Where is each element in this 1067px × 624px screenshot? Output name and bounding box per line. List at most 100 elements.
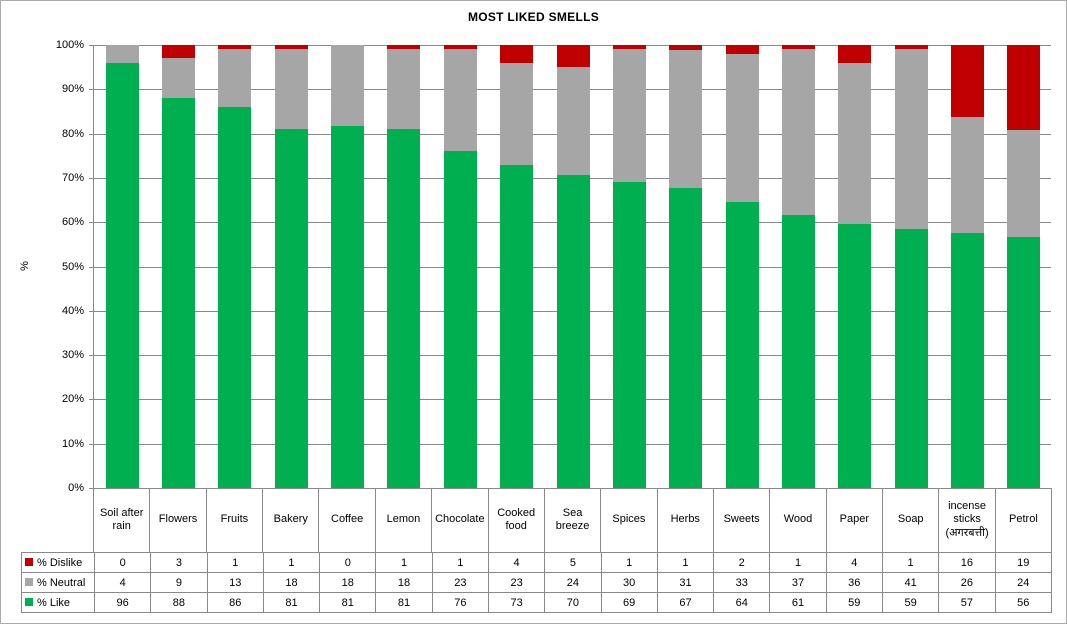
table-value-cell: 1	[206, 552, 264, 573]
bar-segment-dislike	[950, 45, 984, 117]
bar-bakery	[274, 45, 308, 488]
bar-segment-neutral	[331, 45, 365, 126]
table-value-cell: 1	[600, 552, 658, 573]
bar-sweets	[725, 45, 759, 488]
bar-segment-neutral	[218, 49, 252, 108]
bar-segment-neutral	[1007, 130, 1041, 238]
category-label-wood: Wood	[770, 488, 827, 552]
gridline	[89, 488, 1051, 489]
table-value-cell: 33	[713, 572, 771, 593]
bar-segment-dislike	[387, 45, 421, 50]
category-label-cooked-food: Cooked food	[489, 488, 545, 552]
table-value-cell: 31	[656, 572, 715, 593]
y-tick-label: 60%	[61, 216, 84, 228]
legend-chip-dislike	[25, 557, 33, 566]
bar-segment-like	[725, 201, 759, 488]
bar-spices	[612, 45, 646, 488]
table-value-cell: 88	[150, 592, 208, 613]
bar-segment-like	[274, 129, 308, 488]
table-value-cell: 81	[375, 592, 433, 613]
bar-paper	[838, 45, 872, 488]
bar-flowers	[162, 45, 196, 488]
table-value-cell: 37	[769, 572, 827, 593]
y-tick-label: 20%	[61, 393, 84, 405]
category-label-sweets: Sweets	[714, 488, 771, 552]
table-value-cell: 59	[881, 592, 940, 613]
bar-soap	[894, 45, 928, 488]
table-value-cell: 3	[150, 552, 208, 573]
bar-segment-dislike	[612, 45, 646, 50]
table-value-cell: 9	[150, 572, 208, 593]
table-value-cell: 81	[319, 592, 377, 613]
category-label-soil-after-rain: Soil after rain	[93, 488, 151, 552]
table-value-cell: 59	[825, 592, 883, 613]
table-value-cell: 18	[375, 572, 433, 593]
bar-segment-dislike	[500, 45, 534, 63]
table-value-cell: 5	[544, 552, 602, 573]
category-label-paper: Paper	[827, 488, 884, 552]
bar-segment-dislike	[556, 45, 590, 68]
table-value-cell: 23	[487, 572, 546, 593]
table-value-cell: 4	[93, 572, 152, 593]
table-value-cell: 76	[431, 592, 489, 613]
bar-segment-neutral	[669, 49, 703, 189]
bar-segment-neutral	[443, 49, 477, 152]
bar-incense-sticks	[950, 45, 984, 488]
bar-lemon	[387, 45, 421, 488]
bar-segment-dislike	[218, 45, 252, 50]
bar-segment-dislike	[781, 45, 815, 50]
category-label-sea-breeze: Sea breeze	[545, 488, 602, 552]
table-value-cell: 0	[93, 552, 152, 573]
legend-label: % Dislike	[37, 556, 83, 569]
bar-segment-like	[218, 107, 252, 488]
legend-cell-neutral: % Neutral	[21, 572, 95, 593]
table-value-cell: 1	[769, 552, 827, 573]
bar-segment-like	[781, 215, 815, 488]
table-row-dislike: % Dislike 0 3 1 1 0 1 1 4 5 1 1 2 1 4 1 16 19	[21, 552, 1052, 573]
legend-cell-dislike: % Dislike	[21, 552, 95, 573]
y-tick-label: 100%	[55, 39, 84, 51]
table-value-cell: 64	[713, 592, 771, 613]
data-table: % Dislike 0 3 1 1 0 1 1 4 5 1 1 2 1 4 1 16 19% Neutral 4 9 1…	[21, 552, 1052, 613]
table-value-cell: 4	[825, 552, 883, 573]
category-label-herbs: Herbs	[658, 488, 714, 552]
category-label-fruits: Fruits	[207, 488, 264, 552]
bar-sea-breeze	[556, 45, 590, 488]
bar-cooked-food	[500, 45, 534, 488]
category-label-soap: Soap	[883, 488, 940, 552]
bar-petrol	[1007, 45, 1041, 488]
category-label-petrol: Petrol	[996, 488, 1053, 552]
table-value-cell: 18	[319, 572, 377, 593]
bar-segment-dislike	[162, 45, 196, 59]
table-value-cell: 57	[938, 592, 996, 613]
bar-segment-like	[162, 98, 196, 488]
table-value-cell: 56	[994, 592, 1052, 613]
bar-segment-like	[669, 188, 703, 488]
table-value-cell: 73	[487, 592, 546, 613]
legend-label: % Neutral	[37, 576, 86, 589]
bar-segment-neutral	[162, 58, 196, 99]
bar-segment-neutral	[612, 49, 646, 183]
y-tick-label: 30%	[61, 349, 84, 361]
data-table-body: % Dislike 0 3 1 1 0 1 1 4 5 1 1 2 1 4 1 16 19% Neutral 4 9 1…	[21, 552, 1052, 613]
table-value-cell: 18	[262, 572, 321, 593]
table-value-cell: 26	[938, 572, 996, 593]
legend-chip-neutral	[25, 577, 33, 586]
bar-segment-like	[331, 125, 365, 488]
bar-segment-like	[105, 62, 139, 488]
table-row-like: % Like 96 88 86 81 81 81 76 73 70 69 67 64 61 59 59 57 56	[21, 592, 1052, 613]
bar-wood	[781, 45, 815, 488]
y-tick-label: 0%	[68, 482, 84, 494]
table-value-cell: 16	[938, 552, 996, 573]
bar-segment-neutral	[725, 53, 759, 202]
bar-segment-neutral	[500, 62, 534, 165]
table-value-cell: 67	[656, 592, 715, 613]
table-value-cell: 61	[769, 592, 827, 613]
y-axis-labels: 100% 90% 80% 70% 60% 50% 40% 30% 20% 10% 0%	[1, 39, 84, 494]
chart-title: MOST LIKED SMELLS	[467, 10, 600, 24]
y-tick-label: 90%	[61, 83, 84, 95]
bar-herbs	[669, 45, 703, 488]
table-value-cell: 1	[656, 552, 715, 573]
category-label-spices: Spices	[601, 488, 658, 552]
